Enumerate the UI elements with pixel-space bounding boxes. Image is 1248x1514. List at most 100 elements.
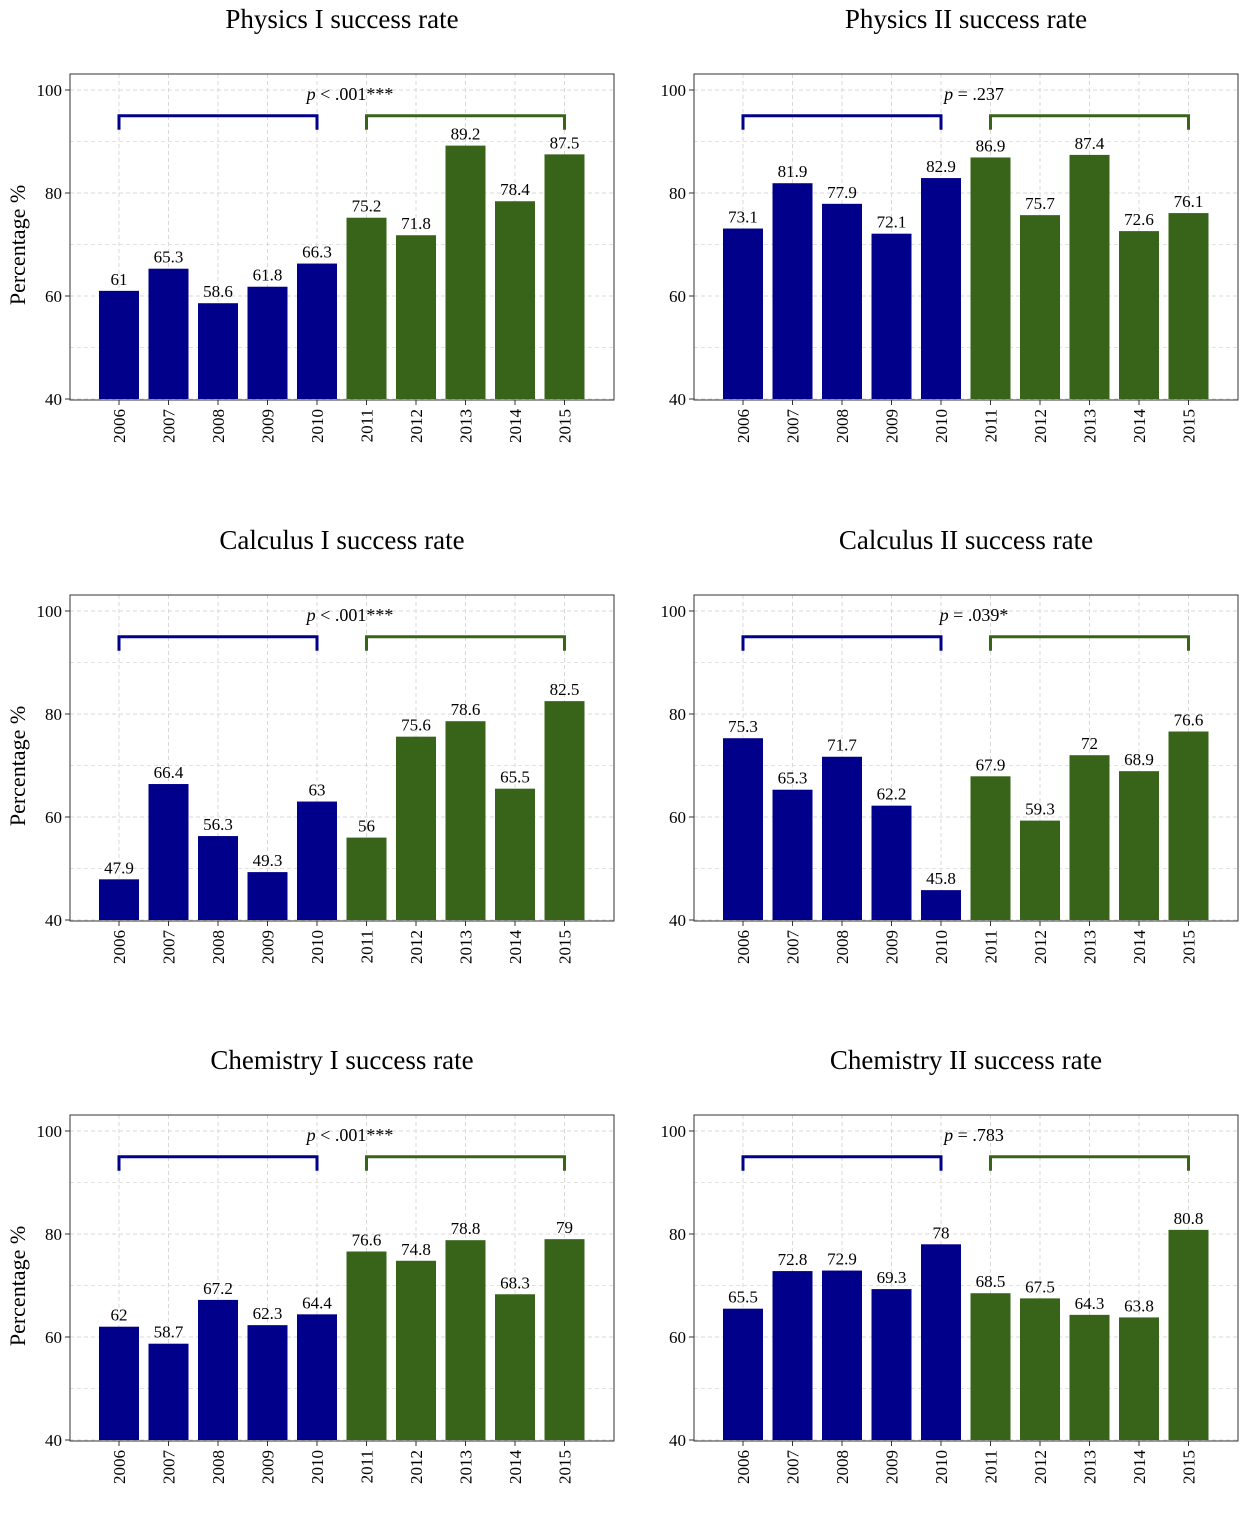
p-symbol: p — [938, 605, 949, 625]
x-tick-label: 2015 — [556, 409, 575, 443]
y-tick-label: 40 — [45, 1431, 62, 1450]
data-label: 72 — [1081, 734, 1098, 753]
bar — [1119, 771, 1159, 920]
x-tick-label: 2014 — [506, 409, 525, 444]
bar — [247, 872, 288, 920]
plot-frame — [69, 1114, 615, 1442]
bar — [445, 145, 486, 399]
bar — [723, 228, 763, 399]
x-tick-label: 2006 — [110, 409, 129, 443]
x-tick-label: 2011 — [982, 1450, 1001, 1483]
y-tick-label: 100 — [37, 1122, 63, 1141]
bar — [1020, 1298, 1060, 1440]
chart-panel: Chemistry II success rate 65.5 72.8 72.9 69.… — [661, 1045, 1239, 1484]
bar — [148, 784, 189, 920]
bar — [822, 203, 862, 399]
x-tick-label: 2013 — [1081, 1450, 1100, 1484]
significance-bracket — [741, 1155, 943, 1171]
bar — [544, 1239, 585, 1440]
bar — [346, 217, 387, 399]
bar — [921, 178, 961, 399]
bar — [346, 1251, 387, 1440]
bar — [247, 1325, 288, 1440]
y-axis-label: Percentage % — [5, 185, 30, 305]
data-label: 65.3 — [154, 248, 184, 267]
chart-title: Chemistry II success rate — [830, 1045, 1102, 1075]
p-value: = .237 — [953, 84, 1004, 104]
bar — [495, 1294, 535, 1440]
bar — [99, 290, 139, 399]
data-label: 65.5 — [500, 768, 530, 787]
bar — [1168, 1229, 1209, 1440]
data-label: 72.6 — [1124, 210, 1154, 229]
data-label: 72.8 — [778, 1250, 808, 1269]
x-tick-label: 2014 — [506, 930, 525, 965]
bar — [297, 801, 337, 920]
bar — [921, 1244, 961, 1440]
y-tick-label: 100 — [37, 81, 63, 100]
x-tick-label: 2014 — [1130, 409, 1149, 444]
x-tick-label: 2010 — [308, 409, 327, 443]
x-tick-label: 2008 — [209, 1450, 228, 1484]
bar — [544, 154, 585, 399]
data-label: 58.6 — [203, 282, 233, 301]
bar — [970, 776, 1011, 920]
bar — [1119, 231, 1159, 399]
data-label: 58.7 — [154, 1323, 184, 1342]
p-symbol: p — [942, 1125, 953, 1145]
p-symbol: p — [305, 1125, 316, 1145]
data-label: 77.9 — [827, 183, 857, 202]
data-label: 67.2 — [203, 1279, 233, 1298]
data-label: 87.4 — [1075, 134, 1105, 153]
x-tick-label: 2008 — [833, 1450, 852, 1484]
data-label: 66.3 — [302, 243, 332, 262]
x-tick-label: 2013 — [1081, 409, 1100, 443]
y-tick-label: 60 — [669, 1328, 686, 1347]
data-label: 87.5 — [550, 133, 580, 152]
p-value: = .039* — [949, 605, 1009, 625]
data-label: 67.9 — [976, 755, 1006, 774]
bar — [495, 201, 535, 399]
bar — [723, 1308, 763, 1440]
data-label: 62.3 — [253, 1304, 283, 1323]
p-value-text: p < .001*** — [305, 84, 394, 104]
y-tick-label: 80 — [669, 705, 686, 724]
bar — [1168, 731, 1209, 920]
chart-panel: Calculus II success rate 75.3 65.3 71.7 62.2… — [661, 525, 1239, 964]
bar — [495, 788, 535, 920]
data-label: 73.1 — [728, 208, 758, 227]
y-tick-label: 80 — [45, 705, 62, 724]
x-tick-label: 2009 — [883, 1450, 902, 1484]
data-label: 65.5 — [728, 1288, 758, 1307]
x-tick-label: 2009 — [883, 409, 902, 443]
data-label: 89.2 — [451, 125, 481, 144]
bar — [544, 701, 585, 920]
plot-frame — [69, 594, 615, 922]
data-label: 68.9 — [1124, 750, 1154, 769]
data-label: 47.9 — [104, 858, 134, 877]
data-label: 62.2 — [877, 785, 907, 804]
x-tick-label: 2010 — [308, 1450, 327, 1484]
x-tick-label: 2006 — [734, 1450, 753, 1484]
data-label: 72.1 — [877, 213, 907, 232]
x-tick-label: 2011 — [358, 409, 377, 442]
bar — [396, 235, 436, 399]
bar — [871, 1289, 912, 1440]
y-tick-label: 60 — [45, 1328, 62, 1347]
y-tick-label: 60 — [669, 808, 686, 827]
bar — [396, 1260, 436, 1440]
x-tick-label: 2010 — [932, 930, 951, 964]
significance-bracket — [741, 635, 943, 651]
bar — [822, 1270, 862, 1440]
y-tick-label: 100 — [661, 602, 687, 621]
y-tick-label: 60 — [45, 287, 62, 306]
data-label: 75.2 — [352, 197, 382, 216]
p-value-text: p = .783 — [942, 1125, 1004, 1145]
data-label: 68.5 — [976, 1272, 1006, 1291]
data-label: 66.4 — [154, 763, 184, 782]
x-tick-label: 2012 — [1031, 1450, 1050, 1484]
p-value-text: p < .001*** — [305, 605, 394, 625]
y-tick-label: 100 — [661, 81, 687, 100]
significance-bracket — [117, 114, 319, 130]
y-tick-label: 60 — [45, 808, 62, 827]
